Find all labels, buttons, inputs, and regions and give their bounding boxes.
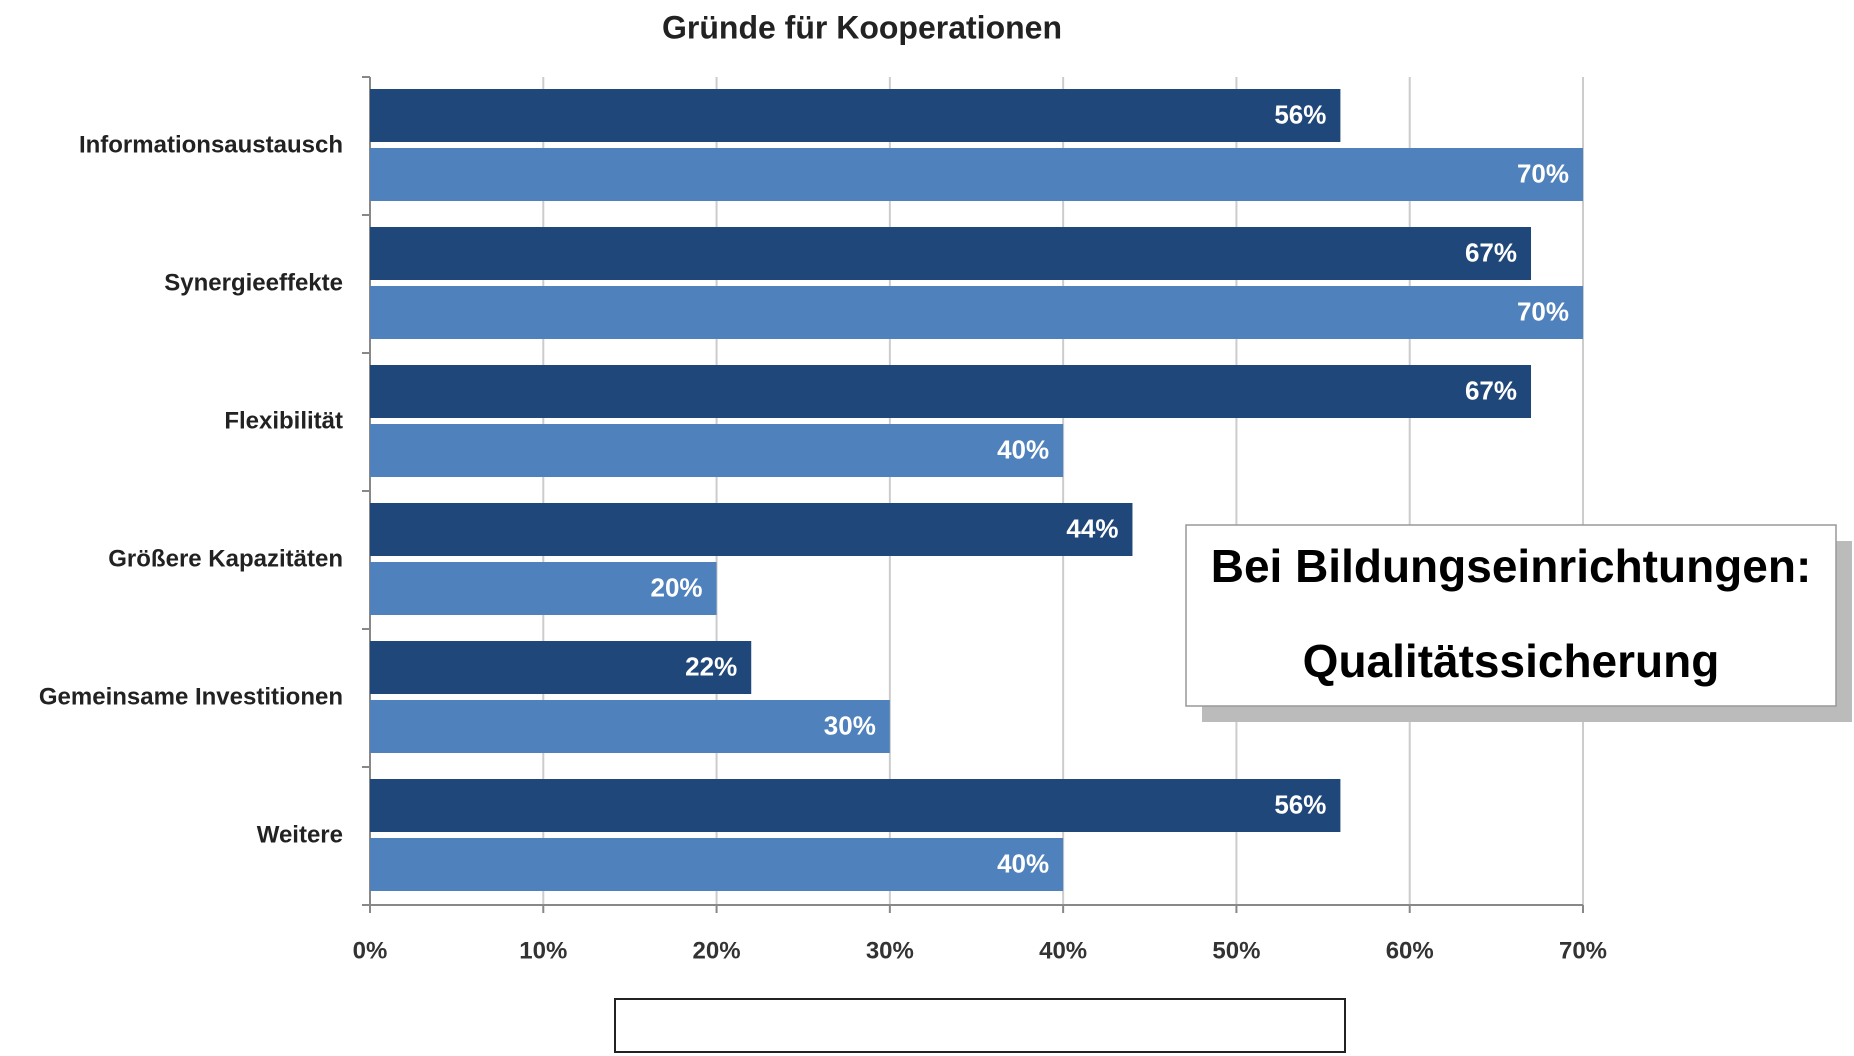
- data-label: 56%: [1274, 789, 1326, 819]
- legend-box: [614, 998, 1346, 1053]
- data-label: 20%: [651, 572, 703, 602]
- data-label: 40%: [997, 434, 1049, 464]
- bar: [370, 227, 1532, 280]
- chart-title: Gründe für Kooperationen: [662, 9, 1062, 45]
- y-tick-label: Synergieeffekte: [164, 269, 343, 296]
- y-tick-label: Informationsaustausch: [79, 131, 343, 158]
- x-tick-label: 50%: [1212, 937, 1260, 964]
- data-label: 56%: [1274, 99, 1326, 129]
- data-label: 67%: [1465, 237, 1517, 267]
- x-tick-label: 40%: [1039, 937, 1087, 964]
- data-label: 67%: [1465, 375, 1517, 405]
- bar: [370, 286, 1583, 339]
- x-tick-label: 20%: [693, 937, 741, 964]
- bar: [370, 838, 1064, 891]
- annotation-text: Bei Bildungseinrichtungen:: [1211, 540, 1812, 592]
- bar: [370, 89, 1341, 142]
- x-tick-label: 0%: [353, 937, 388, 964]
- bar: [370, 779, 1341, 832]
- bar: [370, 503, 1133, 556]
- x-tick-label: 70%: [1559, 937, 1607, 964]
- x-tick-label: 30%: [866, 937, 914, 964]
- bar: [370, 424, 1064, 477]
- y-tick-label: Flexibilität: [224, 407, 343, 434]
- annotation-text: Qualitätssicherung: [1303, 635, 1720, 687]
- annotation-box: [1185, 524, 1837, 707]
- y-tick-label: Gemeinsame Investitionen: [39, 683, 343, 710]
- bar: [370, 641, 752, 694]
- bar: [370, 365, 1532, 418]
- y-tick-label: Größere Kapazitäten: [108, 545, 343, 572]
- data-label: 40%: [997, 848, 1049, 878]
- y-tick-label: Weitere: [257, 821, 343, 848]
- bar: [370, 700, 890, 753]
- data-label: 22%: [685, 651, 737, 681]
- data-label: 70%: [1517, 296, 1569, 326]
- x-tick-label: 60%: [1386, 937, 1434, 964]
- data-label: 44%: [1066, 513, 1118, 543]
- bar: [370, 148, 1583, 201]
- data-label: 30%: [824, 710, 876, 740]
- data-label: 70%: [1517, 158, 1569, 188]
- bar: [370, 562, 717, 615]
- x-tick-label: 10%: [519, 937, 567, 964]
